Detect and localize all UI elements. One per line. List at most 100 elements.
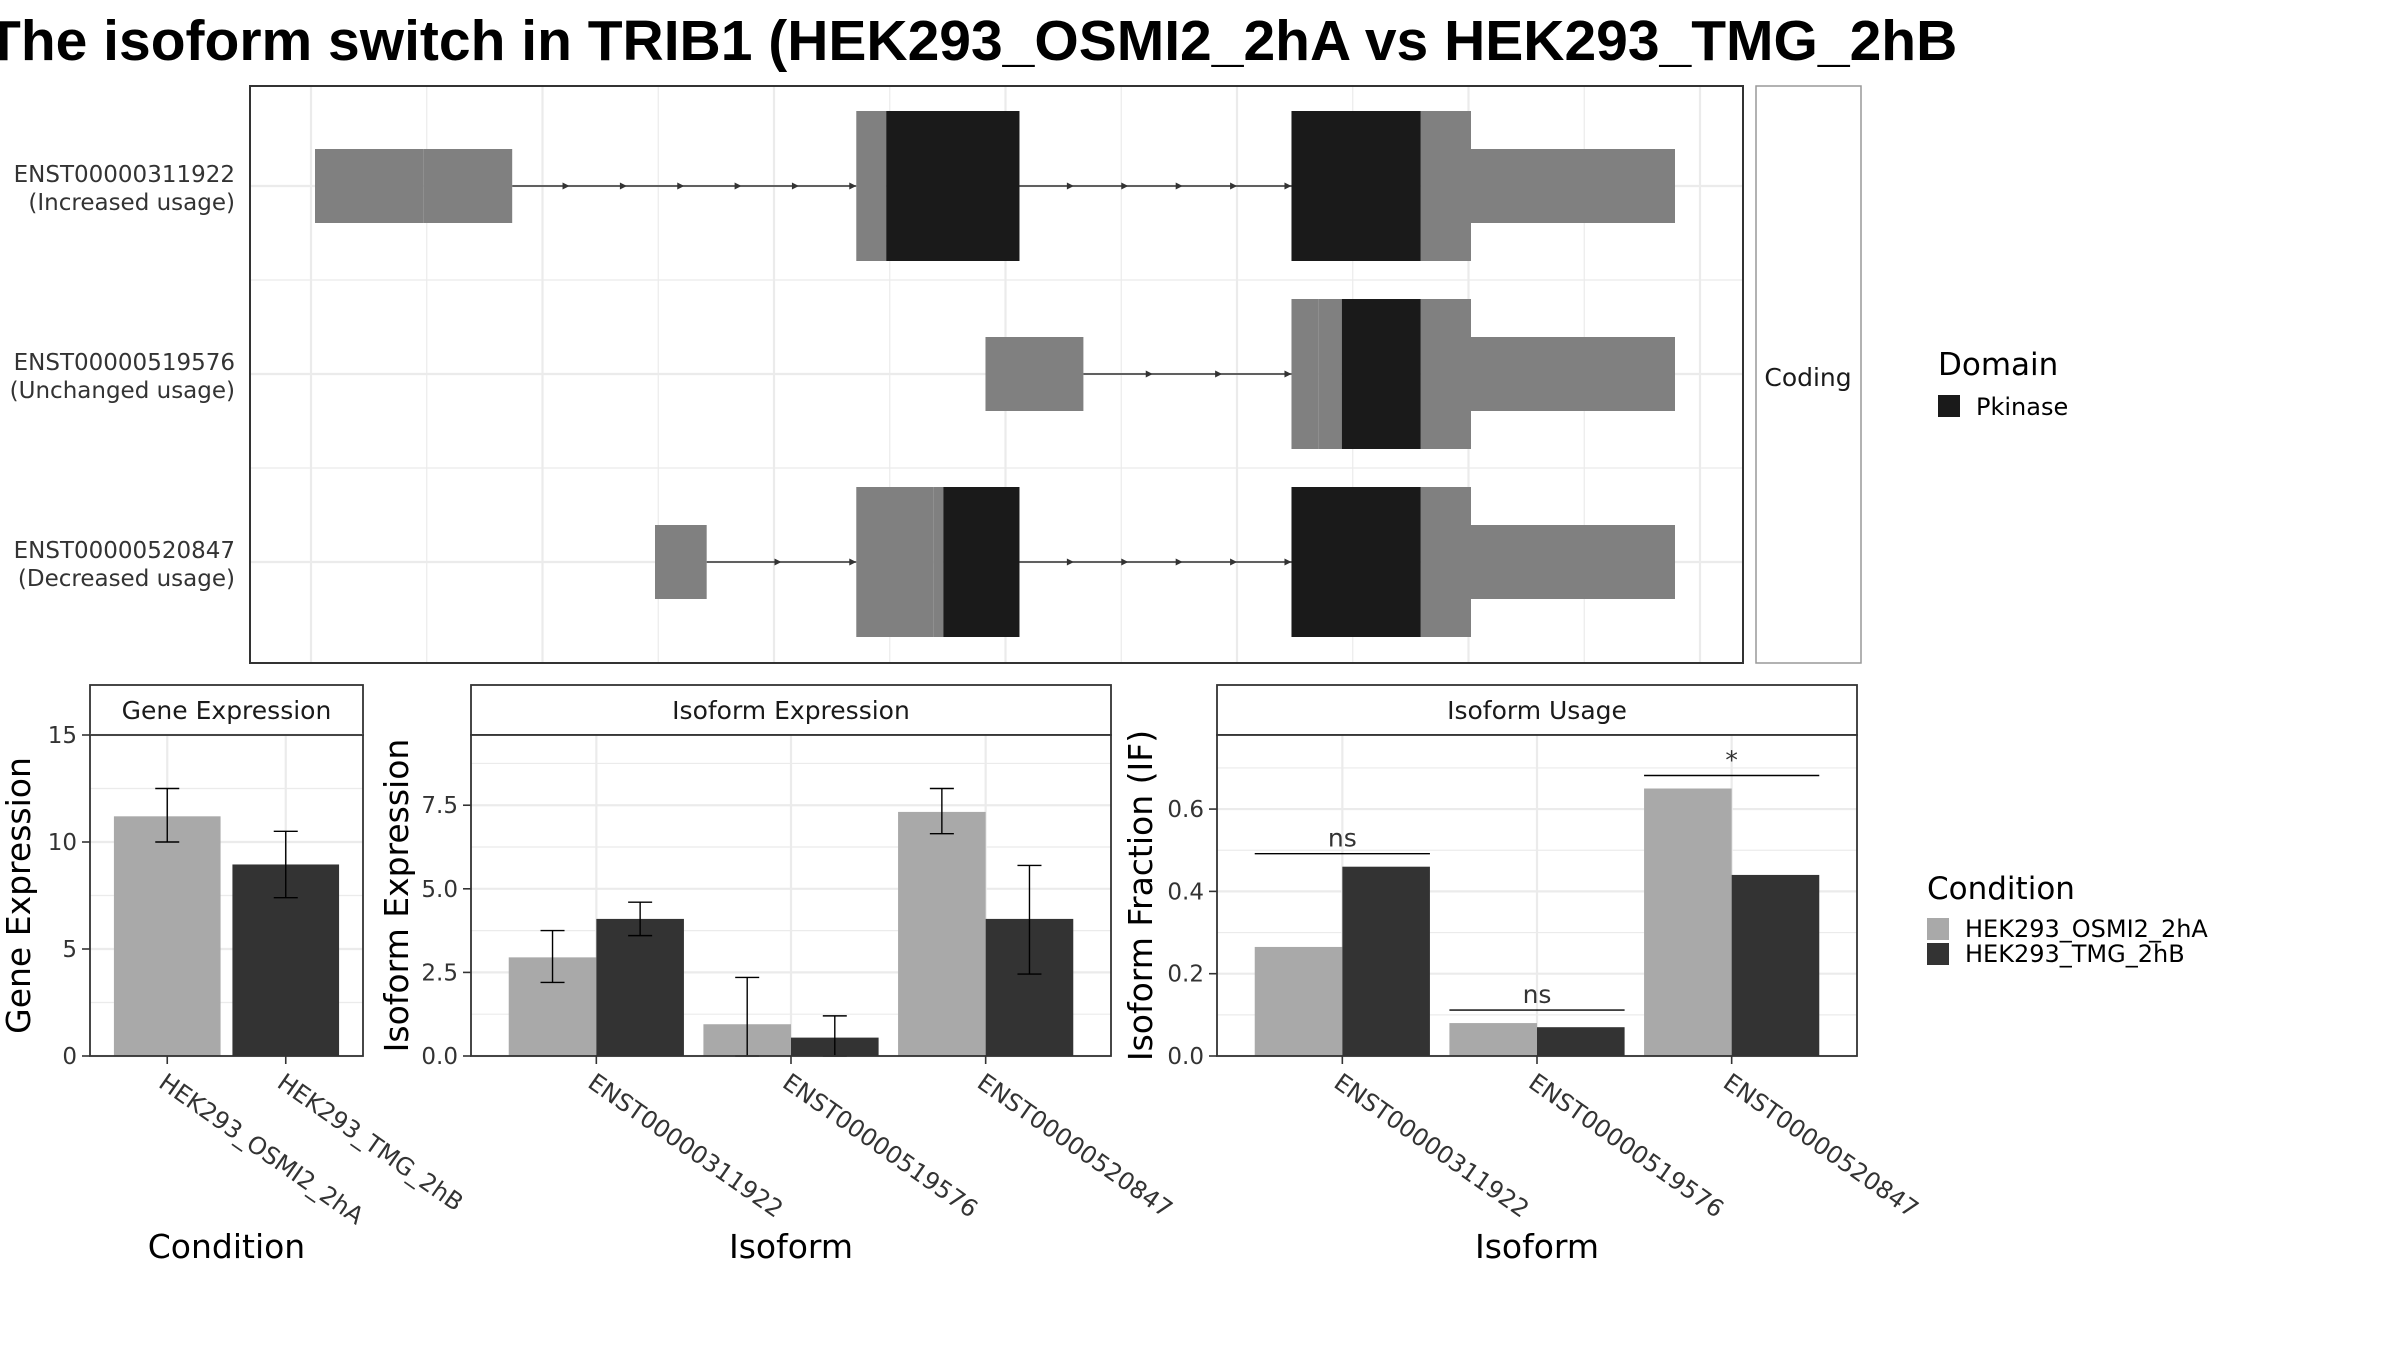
bar [1342, 866, 1430, 1056]
significance-label: ns [1523, 980, 1552, 1009]
facet-strip [1755, 85, 1862, 664]
y-tick-label: 5 [62, 937, 77, 963]
y-tick-label: 7.5 [421, 793, 458, 819]
condition-legend-key [1927, 918, 1949, 940]
domain-legend-key [1938, 395, 1960, 417]
domain-block-pkinase [886, 111, 1020, 261]
utr-block [1420, 111, 1471, 261]
intron-arrow [1230, 182, 1238, 190]
y-axis-title: Isoform Expression [377, 739, 416, 1053]
panel-title: Isoform Usage [1447, 696, 1627, 725]
y-axis-title: Isoform Fraction (IF) [1121, 730, 1160, 1061]
x-axis-title: Condition [148, 1227, 305, 1266]
bar [1254, 946, 1343, 1056]
bar [596, 918, 684, 1056]
transcript-id-label: ENST00000519576 [14, 350, 235, 376]
domain-block-pkinase [1341, 299, 1421, 449]
panel-border [89, 734, 364, 1057]
utr-block [1318, 299, 1342, 449]
facet-strip-label: Coding [1764, 363, 1851, 392]
y-tick-label: 0.6 [1167, 797, 1204, 823]
utr-block [423, 149, 513, 223]
bar [113, 816, 221, 1056]
intron-arrow [1121, 558, 1129, 566]
utr-block [1420, 299, 1471, 449]
bar [1449, 1023, 1537, 1056]
x-tick-label: ENST00000520847 [972, 1068, 1177, 1223]
y-tick-label: 0.4 [1167, 879, 1204, 905]
y-tick-label: 10 [48, 830, 77, 856]
intron-arrow [849, 558, 857, 566]
y-tick-label: 0.0 [421, 1044, 458, 1070]
transcript-id-label: ENST00000520847 [14, 538, 235, 564]
intron-arrow [1175, 558, 1183, 566]
intron-arrow [1175, 182, 1183, 190]
intron-arrow [1066, 182, 1074, 190]
transcript-usage-label: (Decreased usage) [18, 566, 235, 592]
utr-block [856, 111, 887, 261]
x-tick-label: ENST00000519576 [778, 1068, 983, 1223]
utr-block [1471, 337, 1675, 411]
transcript-ENST00000311922 [315, 111, 1675, 261]
domain-block-pkinase [943, 487, 1020, 637]
utr-block [315, 149, 424, 223]
condition-legend-label: HEK293_OSMI2_2hA [1965, 915, 2208, 943]
bar [898, 811, 986, 1056]
transcript-structure-panel: ENST00000311922(Increased usage) ENST0000… [10, 85, 1862, 664]
utr-block [933, 487, 944, 637]
panel-title: Isoform Expression [672, 696, 910, 725]
intron-arrow [1066, 558, 1074, 566]
y-tick-label: 0.0 [1167, 1044, 1204, 1070]
intron-arrow [1284, 370, 1292, 378]
y-tick-label: 5.0 [421, 877, 458, 903]
intron-arrow [849, 182, 857, 190]
panel-border [249, 85, 1744, 664]
domain-block-pkinase [1291, 487, 1421, 637]
intron-arrow [619, 182, 627, 190]
intron-arrow [774, 558, 782, 566]
utr-block [1291, 299, 1319, 449]
utr-block [856, 487, 934, 637]
intron-arrow [1145, 370, 1153, 378]
bar [1731, 874, 1820, 1056]
intron-arrow [562, 182, 570, 190]
intron-arrow [1121, 182, 1129, 190]
facet-strip [1216, 684, 1858, 736]
panel-title: Gene Expression [122, 696, 332, 725]
intron-arrow [1284, 558, 1292, 566]
x-tick-label: ENST00000311922 [1329, 1068, 1534, 1223]
utr-block [985, 337, 1084, 411]
significance-label: ns [1328, 824, 1357, 853]
transcript-ENST00000520847 [655, 487, 1675, 637]
legends: Domain Pkinase Condition HEK293_OSMI2_2hAHE… [1927, 347, 2208, 968]
condition-legend-label: HEK293_TMG_2hB [1965, 940, 2185, 968]
y-tick-label: 15 [48, 723, 77, 749]
figure-title: The isoform switch in TRIB1 (HEK293_OSMI… [0, 9, 1957, 73]
facet-strip [470, 684, 1112, 736]
x-tick-label: HEK293_OSMI2_2hA [154, 1068, 369, 1231]
y-tick-label: 0.2 [1167, 962, 1204, 988]
isoform-usage-panel: Isoform Usage ns ns * 0.0 0.2 0.4 0.6 ENST000003… [1121, 684, 1923, 1266]
x-axis-title: Isoform [1475, 1227, 1599, 1266]
x-tick-label: ENST00000519576 [1524, 1068, 1729, 1223]
utr-block [1471, 149, 1675, 223]
x-axis-title: Isoform [729, 1227, 853, 1266]
utr-block [1471, 525, 1675, 599]
domain-legend-label: Pkinase [1976, 393, 2068, 421]
condition-legend-key [1927, 943, 1949, 965]
utr-block [1420, 487, 1471, 637]
isoform-expression-panel: Isoform Expression0.02.55.07.5ENST000003… [377, 684, 1177, 1266]
bar [1644, 788, 1732, 1056]
x-tick-label: ENST00000520847 [1718, 1068, 1923, 1223]
intron-arrow [1230, 558, 1238, 566]
transcript-usage-label: (Unchanged usage) [10, 378, 235, 404]
bar [1537, 1027, 1625, 1056]
intron-arrow [734, 182, 742, 190]
transcript-usage-label: (Increased usage) [28, 190, 235, 216]
transcript-id-label: ENST00000311922 [14, 162, 235, 188]
condition-legend-title: Condition [1927, 871, 2075, 907]
significance-label: * [1725, 746, 1738, 775]
domain-legend-title: Domain [1938, 347, 2058, 383]
domain-block-pkinase [1291, 111, 1421, 261]
